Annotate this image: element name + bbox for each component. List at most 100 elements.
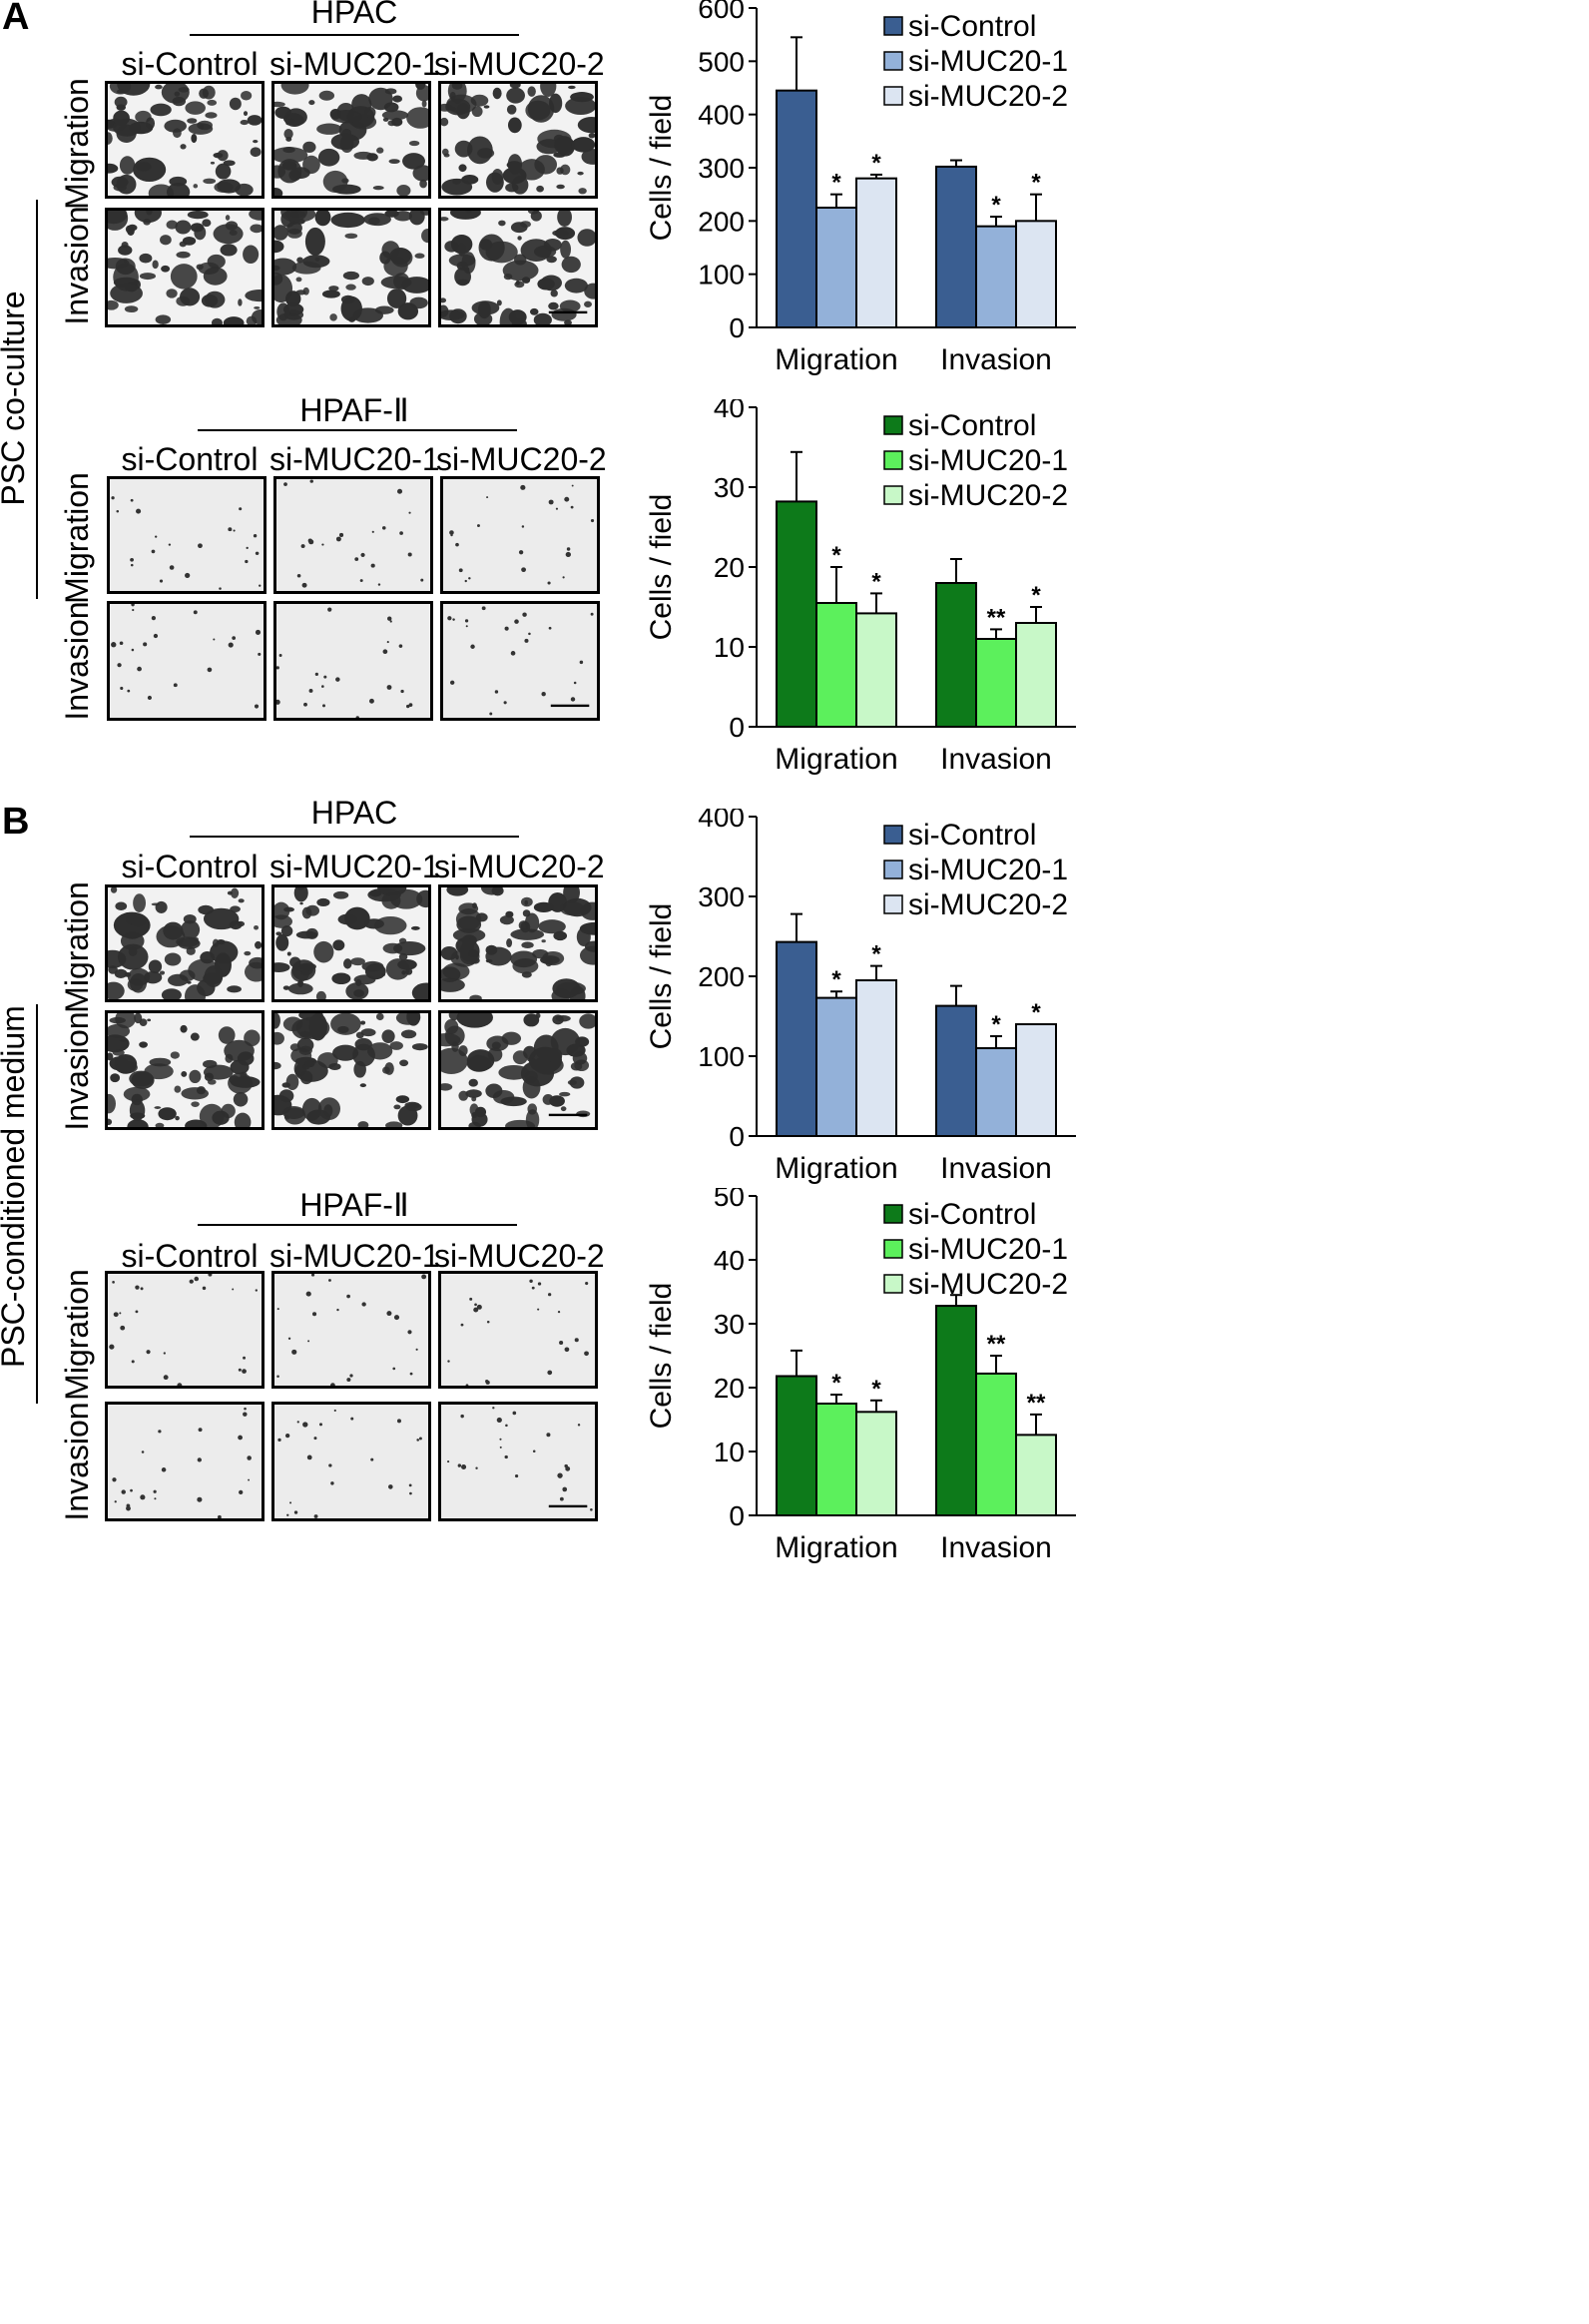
micrograph bbox=[273, 476, 433, 594]
chart-b-hpaf: Cells / field 0 10 20 30 40 50 * * Migration ** ** I… bbox=[629, 1188, 1078, 1577]
panel-letter-a: A bbox=[2, 0, 30, 38]
bar bbox=[975, 1372, 1017, 1516]
chart-b-hpac: Cells / field 0 100 200 300 400 * * Migration * * I… bbox=[629, 809, 1078, 1198]
significance-mark: ** bbox=[1027, 1390, 1046, 1417]
column-header: si-Control bbox=[121, 441, 259, 477]
group-bracket bbox=[198, 429, 517, 431]
bar bbox=[935, 1305, 977, 1516]
side-label: PSC-conditioned medium bbox=[0, 1005, 31, 1368]
column-header: si-MUC20-1 bbox=[269, 1238, 440, 1274]
bar bbox=[855, 1411, 897, 1517]
bar bbox=[975, 638, 1017, 728]
micrograph bbox=[271, 1010, 431, 1130]
column-header: si-MUC20-1 bbox=[269, 441, 440, 477]
x-tick-label: Migration bbox=[775, 1531, 897, 1564]
significance-mark: * bbox=[871, 941, 881, 968]
bar bbox=[776, 1375, 817, 1516]
row-label: Invasion bbox=[59, 206, 95, 325]
x-tick-label: Invasion bbox=[940, 743, 1052, 776]
y-axis-label: Cells / field bbox=[645, 95, 678, 242]
column-header: si-MUC20-1 bbox=[269, 46, 440, 82]
y-tick-label: 10 bbox=[714, 632, 745, 663]
micrograph bbox=[107, 476, 266, 594]
bar bbox=[815, 602, 857, 728]
y-tick-label: 500 bbox=[698, 46, 745, 77]
cell-line-title: HPAC bbox=[310, 795, 398, 831]
micrograph bbox=[438, 1010, 598, 1130]
legend-swatch bbox=[883, 450, 903, 470]
legend-swatch bbox=[883, 1204, 903, 1224]
column-header: si-Control bbox=[121, 1238, 259, 1274]
bar bbox=[815, 207, 857, 328]
significance-mark: * bbox=[831, 542, 841, 569]
micrograph bbox=[438, 884, 598, 1002]
micrograph bbox=[273, 601, 433, 721]
significance-mark: * bbox=[1031, 999, 1041, 1026]
micrograph bbox=[271, 1271, 431, 1389]
legend-label: si-MUC20-2 bbox=[908, 80, 1068, 113]
legend-swatch bbox=[883, 1239, 903, 1259]
bar bbox=[975, 1047, 1017, 1137]
significance-mark: * bbox=[991, 1011, 1001, 1038]
y-tick-label: 10 bbox=[714, 1437, 745, 1467]
chart-a-hpac: Cells / field 0 100 200 300 400 500 600 * * Migrat… bbox=[629, 0, 1078, 389]
legend-swatch bbox=[883, 1274, 903, 1294]
side-bracket bbox=[36, 1004, 38, 1404]
y-tick-label: 50 bbox=[714, 1188, 745, 1212]
cell-line-title: HPAC bbox=[310, 0, 398, 30]
x-tick-label: Invasion bbox=[940, 1152, 1052, 1185]
x-tick-label: Invasion bbox=[940, 343, 1052, 376]
y-axis-label: Cells / field bbox=[645, 903, 678, 1050]
chart-a-hpaf: Cells / field 0 10 20 30 40 * * Migration ** * Inva… bbox=[629, 399, 1078, 789]
y-tick-label: 40 bbox=[714, 399, 745, 423]
micrograph bbox=[438, 1402, 598, 1521]
y-tick-label: 100 bbox=[698, 260, 745, 290]
bar bbox=[776, 89, 817, 328]
column-header: si-MUC20-1 bbox=[269, 849, 440, 884]
bar bbox=[935, 165, 977, 328]
bar bbox=[855, 177, 897, 328]
micrograph bbox=[105, 208, 265, 327]
micrograph bbox=[438, 208, 598, 327]
cell-line-title: HPAF-Ⅱ bbox=[299, 1187, 409, 1223]
legend-label: si-MUC20-2 bbox=[908, 1268, 1068, 1301]
y-tick-label: 0 bbox=[729, 1121, 745, 1152]
y-tick-label: 100 bbox=[698, 1041, 745, 1072]
micrograph bbox=[438, 81, 598, 199]
y-axis-label: Cells / field bbox=[645, 1283, 678, 1430]
significance-mark: * bbox=[831, 170, 841, 197]
significance-mark: * bbox=[871, 1376, 881, 1403]
y-tick-label: 300 bbox=[698, 153, 745, 184]
column-header: si-Control bbox=[121, 849, 259, 884]
y-axis-label: Cells / field bbox=[645, 494, 678, 641]
x-tick-label: Migration bbox=[775, 343, 897, 376]
bar bbox=[855, 979, 897, 1137]
y-tick-label: 300 bbox=[698, 881, 745, 912]
micrograph bbox=[105, 81, 265, 199]
legend-label: si-MUC20-1 bbox=[908, 45, 1068, 78]
significance-mark: * bbox=[871, 150, 881, 177]
bar bbox=[776, 500, 817, 729]
column-header: si-MUC20-2 bbox=[434, 1238, 605, 1274]
x-tick-label: Migration bbox=[775, 1152, 897, 1185]
bar bbox=[815, 1403, 857, 1516]
significance-mark: ** bbox=[987, 1331, 1006, 1358]
y-tick-label: 30 bbox=[714, 472, 745, 503]
bar bbox=[935, 582, 977, 728]
y-tick-label: 200 bbox=[698, 961, 745, 992]
legend-swatch bbox=[883, 825, 903, 845]
x-tick-label: Migration bbox=[775, 743, 897, 776]
legend-label: si-Control bbox=[908, 1198, 1036, 1231]
legend-swatch bbox=[883, 860, 903, 879]
y-tick-label: 0 bbox=[729, 712, 745, 743]
legend-label: si-Control bbox=[908, 10, 1036, 43]
bar bbox=[1015, 1434, 1057, 1516]
y-tick-label: 400 bbox=[698, 100, 745, 131]
group-bracket bbox=[198, 1224, 517, 1226]
bar bbox=[776, 940, 817, 1137]
row-label: Invasion bbox=[59, 1402, 95, 1521]
legend-swatch bbox=[883, 51, 903, 71]
micrograph bbox=[440, 476, 600, 594]
legend-swatch bbox=[883, 86, 903, 106]
bar bbox=[1015, 1023, 1057, 1137]
